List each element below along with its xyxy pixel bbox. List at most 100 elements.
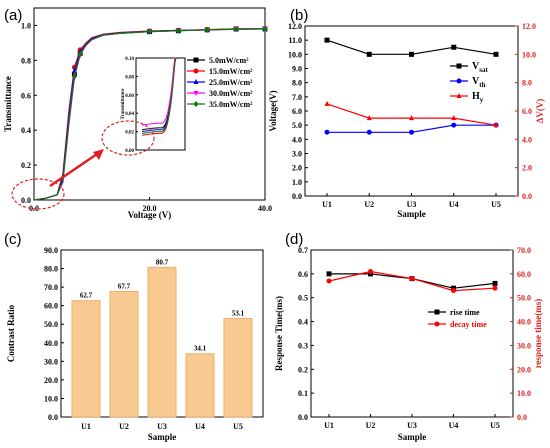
panel-d-ytick-label: 0.5 [298,294,308,303]
panel-c-xtick-label: U3 [157,422,167,431]
panel-c-bar [71,300,101,418]
panel-d-legend-label: decay time [450,320,487,329]
panel-c-ytick-label: 80.0 [44,265,58,274]
panel-b-ylabel: Voltage(V) [268,90,278,131]
panel-b-xtick-label: U4 [449,200,459,209]
panel-a-point [71,73,77,80]
panel-b-ytick-label: 6.0 [292,107,302,116]
panel-d-y2tick-label: 70.0 [517,246,531,255]
panel-c-bar-value: 80.7 [156,258,169,266]
panel-b-ytick-label: 11.0 [288,36,302,45]
panel-d-xtick-label: U3 [407,421,417,430]
panel-d-y2label: response time(ms) [533,299,543,369]
panel-a-legend-marker [193,101,199,107]
panel-b-xtick-label: U3 [407,200,417,209]
panel-a-legend-label: 25.0mW/cm² [209,78,253,87]
panel-c-xtick-label: U2 [119,422,129,431]
panel-a-legend-label: 35.0mW/cm² [209,100,253,109]
panel-b-ytick-label: 5.0 [292,121,302,130]
panel-d-y2tick-label: 10.0 [517,389,531,398]
panel-b-point [366,129,372,135]
panel-d-xlabel: Sample [398,432,427,442]
panel-b-ytick-label: 0.0 [292,192,302,201]
panel-d-plot: 0.0 0.1 0.2 0.3 0.4 0.5 0.6 0.7 0.0 10.0 20.0 30.0 4… [274,246,543,442]
panel-a-ytick-label: 0.8 [21,56,31,65]
panel-c-xlabel: Sample [148,432,177,442]
panel-a-inset-ytick-label: 0.10 [125,57,134,62]
panel-b-point [409,51,414,57]
panel-a-legend-label: 30.0mW/cm² [209,89,253,98]
panel-b-y2tick-label: 2.0 [522,164,532,173]
panel-c-plot: 0.0 10.0 20.0 30.0 40.0 50.0 60.0 70.0 80.0 90.0 6… [6,246,264,442]
panel-d-ytick-label: 0.6 [298,270,308,279]
panel-d-y2tick-label: 20.0 [517,365,531,374]
panel-b-ytick-label: 7.0 [292,93,302,102]
panel-b-point [493,51,499,57]
panel-a-inset-ytick-label: 0.08 [125,75,134,80]
panel-c-xtick-label: U4 [195,422,205,431]
panel-a-point [147,28,152,35]
panel-b-legend-marker [456,63,462,69]
panel-b-y2tick-label: 6.0 [522,107,532,116]
panel-d-ytick-label: 0.7 [298,246,308,255]
panel-c-bar [223,318,253,418]
panel-c: (c) 0.0 10.0 20.0 30.0 40.0 50.0 60.0 70.0 80.0 9… [4,231,264,442]
panel-a-ytick-label: 0.4 [21,126,31,135]
panel-d-y2tick-label: 30.0 [517,341,531,350]
panel-b-point [366,115,372,121]
panel-b-point [409,129,414,135]
panel-c-label: (c) [4,231,22,248]
panel-b-xtick-label: U2 [364,200,374,209]
panel-d-xtick-label: U5 [490,421,500,430]
panel-a-ytick-label: 1.0 [21,21,31,30]
panel-d-xtick-label: U4 [449,421,459,430]
panel-c-bar-value: 53.1 [232,309,245,317]
panel-a-inset-region-circle [101,120,155,156]
panel-b-point [451,44,457,50]
panel-a-xtick-label: 20.0 [143,204,157,213]
panel-d-ytick-label: 0.2 [298,365,308,374]
panel-a-inset-ytick-label: 0.00 [125,149,134,154]
panel-b: (b) 0.0 1.0 2.0 3.0 4.0 5.0 6.0 7.0 8.0 9.0 10.0 11… [268,7,545,219]
panel-d-label: (d) [285,231,303,248]
panel-c-ytick-label: 30.0 [44,357,58,366]
panel-d-ytick-label: 0.0 [298,413,308,422]
panel-b-point [451,115,457,121]
panel-d-y2tick-label: 60.0 [517,270,531,279]
panel-b-legend-marker [456,78,462,84]
panel-c-bar-value: 67.7 [118,282,131,290]
panel-b-point [324,37,330,43]
panel-d: (d) 0.0 0.1 0.2 0.3 0.4 0.5 0.6 0.7 0.0 10.0 20.0 3… [274,231,543,442]
panel-b-y2tick-label: 12.0 [522,22,536,31]
panel-b-point [324,129,330,135]
panel-a-legend-marker [193,57,199,63]
panel-c-bar-value: 62.7 [80,292,93,300]
panel-d-y2tick-label: 0.0 [517,413,527,422]
panel-d-ylabel: Response Time(ms) [274,296,284,371]
panel-a-ytick-label: 0.6 [21,91,31,100]
panel-c-xtick-label: U1 [81,422,91,431]
panel-b-xlabel: Sample [397,209,426,219]
panel-b-ytick-label: 12.0 [288,22,302,31]
panel-d-ytick-label: 0.3 [298,341,308,350]
panel-c-ytick-label: 70.0 [44,283,58,292]
panel-a-xlabel: Voltage (V) [128,210,171,220]
panel-a-legend-marker [193,91,199,96]
panel-b-point [409,115,414,121]
panel-b-legend-label: Hy [472,91,484,104]
panel-d-point [409,276,415,282]
panel-a: (a) 0.0 20.0 40.00.00.20.40.60.81.0Voltage… [3,7,272,220]
panel-a-ytick-label: 0.0 [21,196,31,205]
panel-c-bar [147,266,177,418]
panel-b-point [493,122,499,128]
panel-b-legend-marker [456,93,462,98]
panel-d-xtick-label: U2 [366,421,376,430]
panel-c-bar-value: 34.1 [194,345,207,353]
panel-b-ytick-label: 1.0 [292,178,302,187]
panel-b-y2label: ΔV(V) [535,99,545,124]
panel-d-legend-label: rise time [450,308,480,317]
panel-d-point [368,268,373,274]
panel-a-zoom-region-circle [11,178,65,210]
panel-b-y2tick-label: 8.0 [522,79,532,88]
